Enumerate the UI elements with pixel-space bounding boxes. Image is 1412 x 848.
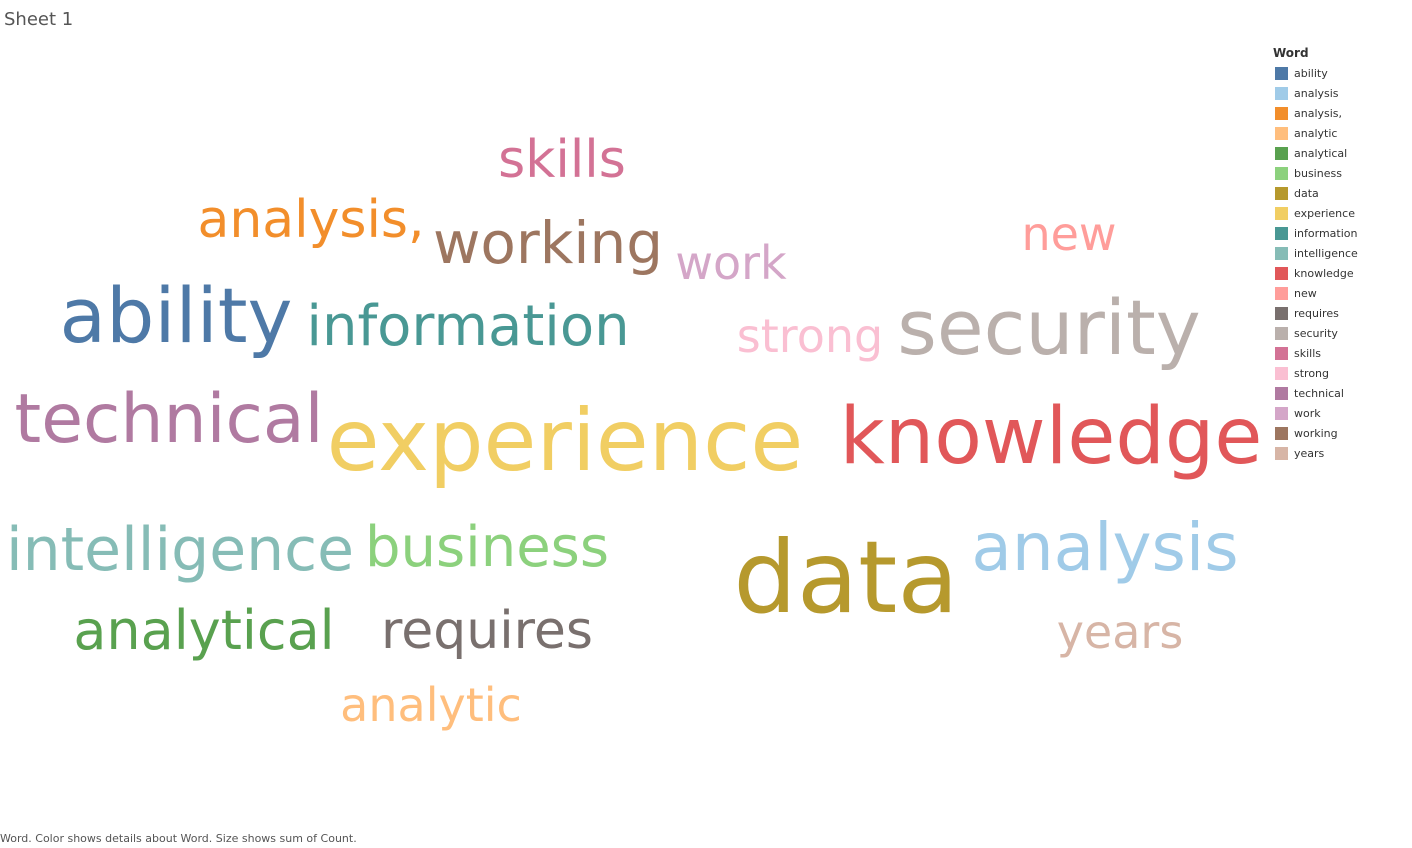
legend-label: intelligence [1294,246,1358,260]
legend-label: analytical [1294,146,1348,160]
legend-label: analytic [1294,126,1338,140]
word-ability[interactable]: ability [59,271,293,360]
legend-label: security [1294,326,1338,340]
legend-label: analysis [1294,86,1339,100]
legend-item-skills[interactable]: skills [1273,343,1408,363]
legend-swatch [1275,66,1288,80]
legend-swatch [1275,346,1288,360]
word-years[interactable]: years [1056,605,1184,659]
legend-items: ability analysis analysis, analytic analytic… [1273,63,1408,463]
legend-item-work[interactable]: work [1273,403,1408,423]
legend-swatch [1275,106,1288,120]
legend-swatch [1275,426,1288,440]
legend-label: technical [1294,386,1344,400]
word-security[interactable]: security [897,283,1201,372]
word-strong[interactable]: strong [736,309,884,363]
legend-item-analysis[interactable]: analysis [1273,83,1408,103]
word-requires[interactable]: requires [381,601,593,661]
sheet-title: Sheet 1 [4,9,74,30]
legend-swatch [1275,126,1288,140]
legend-swatch [1275,286,1288,300]
legend-swatch [1275,446,1288,460]
legend-item-new[interactable]: new [1273,283,1408,303]
word-business[interactable]: business [364,515,610,580]
legend-swatch [1275,206,1288,220]
word-data[interactable]: data [733,519,959,636]
legend-swatch [1275,366,1288,380]
legend-item-analysis[interactable]: analysis, [1273,103,1408,123]
legend-label: knowledge [1294,266,1354,280]
legend-swatch [1275,386,1288,400]
legend-swatch [1275,166,1288,180]
legend-label: skills [1294,346,1322,360]
legend-swatch [1275,186,1288,200]
legend-item-intelligence[interactable]: intelligence [1273,243,1408,263]
word-technical[interactable]: technical [14,380,324,459]
legend-item-security[interactable]: security [1273,323,1408,343]
word-work[interactable]: work [675,236,787,290]
legend-item-technical[interactable]: technical [1273,383,1408,403]
legend-item-experience[interactable]: experience [1273,203,1408,223]
word-working[interactable]: working [432,209,664,277]
word-analysis[interactable]: analysis [971,509,1239,586]
legend-item-years[interactable]: years [1273,443,1408,463]
word-experience[interactable]: experience [326,391,804,491]
legend-label: business [1294,166,1342,180]
word-analytical[interactable]: analytical [73,599,335,662]
legend-swatch [1275,146,1288,160]
legend-label: years [1294,446,1325,460]
legend-item-requires[interactable]: requires [1273,303,1408,323]
legend-item-working[interactable]: working [1273,423,1408,443]
legend-label: requires [1294,306,1339,320]
legend-item-analytical[interactable]: analytical [1273,143,1408,163]
word-skills[interactable]: skills [498,130,626,190]
legend-swatch [1275,266,1288,280]
legend-item-strong[interactable]: strong [1273,363,1408,383]
word-analytic[interactable]: analytic [340,678,522,732]
legend-label: experience [1294,206,1355,220]
word-information[interactable]: information [306,294,630,359]
legend-swatch [1275,406,1288,420]
chart-caption: Word. Color shows details about Word. Si… [0,832,357,845]
legend-swatch [1275,86,1288,100]
word-knowledge[interactable]: knowledge [839,392,1263,482]
legend-label: analysis, [1294,106,1343,120]
legend-item-analytic[interactable]: analytic [1273,123,1408,143]
legend-swatch [1275,326,1288,340]
legend-item-business[interactable]: business [1273,163,1408,183]
legend-label: strong [1294,366,1330,380]
word-intelligence[interactable]: intelligence [5,515,355,585]
color-legend: Word ability analysis analysis, analytic ana… [1273,46,1408,463]
legend-label: new [1294,286,1317,300]
legend-label: ability [1294,66,1328,80]
legend-label: work [1294,406,1321,420]
legend-title[interactable]: Word [1273,46,1309,60]
legend-item-ability[interactable]: ability [1273,63,1408,83]
legend-label: information [1294,226,1358,240]
word-analysis[interactable]: analysis, [197,190,425,250]
word-new[interactable]: new [1021,207,1117,261]
legend-swatch [1275,246,1288,260]
legend-item-information[interactable]: information [1273,223,1408,243]
legend-swatch [1275,226,1288,240]
legend-item-data[interactable]: data [1273,183,1408,203]
legend-swatch [1275,306,1288,320]
legend-item-knowledge[interactable]: knowledge [1273,263,1408,283]
legend-label: working [1294,426,1338,440]
legend-label: data [1294,186,1319,200]
